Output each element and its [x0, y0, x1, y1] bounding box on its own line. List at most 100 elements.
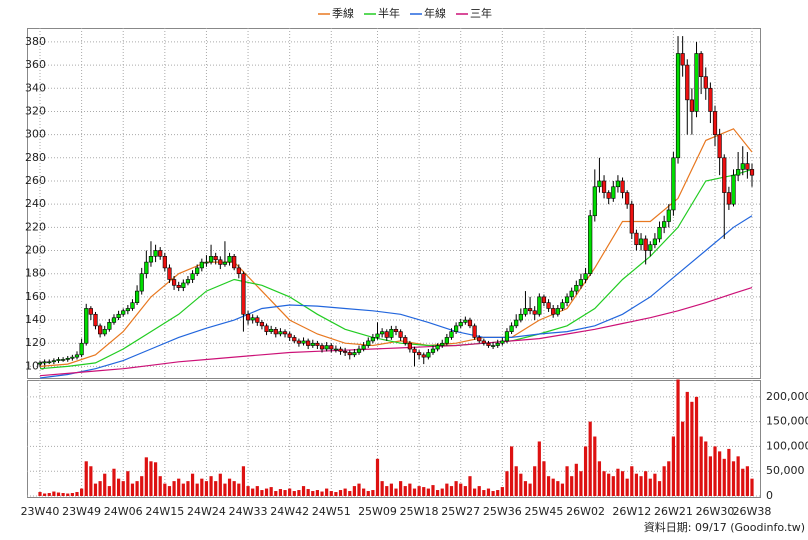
x-tick-label: 23W49 — [62, 505, 101, 518]
candle-body — [93, 313, 98, 327]
y-tick-label: 160 — [25, 290, 46, 303]
volume-bar — [292, 491, 296, 496]
legend-label: 三年 — [470, 6, 492, 20]
volume-bar — [204, 481, 209, 496]
candle-body — [643, 238, 648, 251]
candle-body — [148, 256, 154, 263]
candle-body — [130, 302, 135, 309]
candle-body — [116, 313, 121, 319]
volume-bar — [602, 471, 606, 496]
candle-body — [671, 157, 676, 211]
y2-tick-label: 100,000 — [766, 439, 808, 452]
volume-bar — [338, 490, 343, 496]
volume-bar — [399, 481, 403, 496]
candle-body — [620, 180, 625, 193]
candle-body — [726, 192, 731, 205]
volume-bar — [274, 491, 278, 496]
volume-bar — [449, 486, 454, 496]
candle-body — [245, 313, 251, 321]
candle-body — [190, 273, 195, 280]
candle-body — [417, 352, 422, 356]
y2-tick-label: 50,000 — [766, 464, 805, 477]
volume-bar — [500, 487, 504, 496]
candle-body — [634, 232, 639, 246]
candle-body — [421, 354, 426, 358]
volume-bar — [241, 466, 246, 496]
candle-body — [329, 345, 334, 350]
volume-bar — [537, 441, 541, 496]
volume-bar — [172, 481, 176, 496]
candle-body — [98, 325, 103, 335]
candle-body — [745, 163, 750, 170]
volume-bar — [116, 478, 121, 496]
volume-bar — [431, 485, 435, 496]
x-tick-label: 24W51 — [312, 505, 351, 518]
candle-body — [551, 308, 556, 315]
volume-bar — [597, 461, 602, 496]
volume-bar — [468, 476, 472, 496]
candle-body — [518, 313, 523, 321]
volume-bar — [43, 493, 47, 496]
candle-body — [500, 340, 505, 344]
candle-body — [370, 337, 375, 342]
volume-bar — [301, 486, 306, 496]
candle-body — [574, 284, 579, 292]
volume-bar — [283, 490, 287, 496]
candle-body — [611, 186, 616, 199]
volume-bar — [320, 491, 324, 496]
volume-bar — [163, 483, 167, 496]
volume-bar — [343, 488, 347, 496]
volume-bar — [144, 457, 148, 496]
candle-body — [70, 356, 75, 359]
volume-bar — [417, 486, 421, 496]
candle-body — [292, 337, 297, 342]
candle-body — [523, 308, 528, 315]
candle-body — [532, 310, 537, 315]
volume-bar — [445, 483, 449, 496]
candle-body — [680, 53, 685, 66]
volume-bar — [704, 441, 708, 496]
candle-body — [181, 282, 186, 288]
volume-bar — [375, 458, 380, 496]
candle-body — [657, 227, 662, 240]
candle-body — [430, 348, 436, 353]
volume-bar — [334, 492, 338, 496]
candle-body — [195, 267, 200, 274]
volume-bar — [731, 461, 736, 496]
candle-body — [588, 215, 593, 274]
candle-body — [324, 345, 329, 350]
candle-body — [37, 362, 43, 365]
volume-bar — [611, 476, 615, 496]
candle-body — [102, 329, 107, 335]
volume-bar — [329, 491, 333, 496]
candle-body — [699, 53, 704, 77]
candle-body — [449, 331, 454, 338]
candle-body — [162, 256, 167, 269]
volume-bar — [306, 489, 310, 496]
volume-bar — [112, 468, 116, 496]
candle-body — [740, 163, 745, 170]
candle-body — [306, 340, 311, 346]
volume-bar — [352, 486, 356, 496]
candle-body — [315, 342, 320, 346]
candle-body — [111, 317, 117, 323]
candle-body — [537, 296, 542, 315]
volume-bar — [459, 483, 463, 496]
candle-body — [638, 238, 644, 246]
volume-frame — [27, 380, 761, 498]
volume-bar — [662, 466, 666, 496]
volume-bar — [630, 466, 634, 496]
x-tick-label: 24W15 — [145, 505, 184, 518]
volume-bar — [255, 486, 259, 496]
candle-body — [125, 308, 130, 312]
volume-bar — [422, 487, 426, 496]
candle-body — [662, 221, 667, 228]
candle-body — [435, 345, 440, 350]
candle-body — [412, 348, 417, 353]
candle-body — [749, 169, 755, 176]
volume-bar — [167, 486, 172, 496]
volume-bar — [671, 436, 676, 496]
candle-body — [703, 76, 708, 89]
volume-bar — [551, 478, 555, 496]
candle-body — [555, 308, 560, 315]
